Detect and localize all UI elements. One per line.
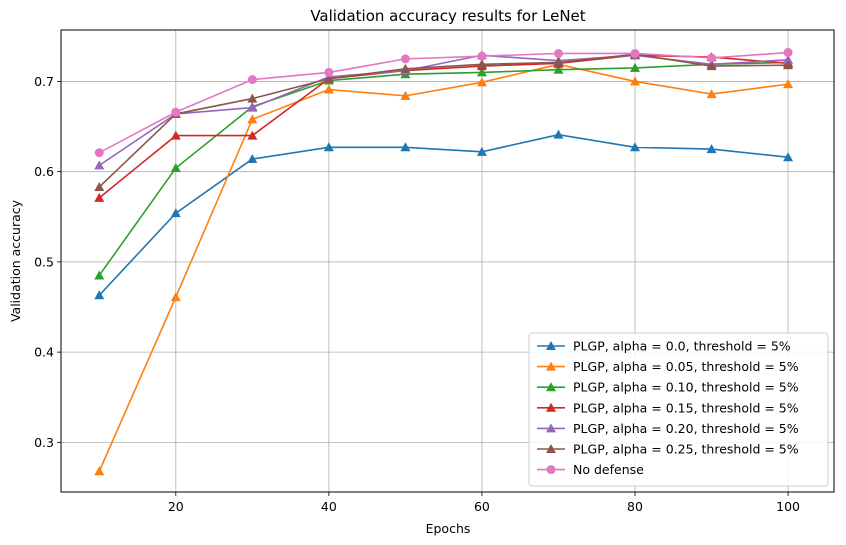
data-point bbox=[247, 75, 257, 85]
data-point bbox=[323, 73, 334, 83]
legend: PLGP, alpha = 0.0, threshold = 5% PLGP, a… bbox=[528, 332, 829, 487]
series-line bbox=[98, 133, 789, 296]
data-point bbox=[783, 152, 794, 162]
series-line bbox=[98, 63, 789, 472]
legend-marker bbox=[546, 444, 556, 453]
x-axis-label: Epochs bbox=[426, 521, 471, 536]
x-tick-label: 60 bbox=[474, 499, 490, 514]
data-point bbox=[706, 61, 717, 71]
data-point bbox=[324, 67, 334, 77]
data-point bbox=[94, 182, 105, 192]
data-point bbox=[247, 93, 258, 103]
data-point bbox=[553, 48, 563, 58]
data-point bbox=[94, 270, 105, 280]
legend-box bbox=[528, 332, 829, 487]
data-point bbox=[247, 154, 258, 164]
data-point bbox=[783, 54, 794, 64]
series-line bbox=[98, 53, 789, 188]
data-point bbox=[171, 107, 181, 117]
data-point bbox=[706, 144, 717, 154]
data-point bbox=[170, 130, 181, 140]
data-point bbox=[553, 64, 564, 74]
legend-label: PLGP, alpha = 0.0, threshold = 5% bbox=[573, 339, 791, 354]
legend-item: PLGP, alpha = 0.25, threshold = 5% bbox=[537, 442, 799, 457]
x-tick-label: 20 bbox=[168, 499, 184, 514]
data-point bbox=[630, 62, 641, 72]
data-point bbox=[630, 48, 640, 58]
data-point bbox=[783, 60, 794, 70]
legend-item: PLGP, alpha = 0.05, threshold = 5% bbox=[537, 359, 799, 374]
legend-marker bbox=[546, 423, 556, 433]
chart-title: Validation accuracy results for LeNet bbox=[310, 7, 585, 25]
data-point bbox=[476, 67, 487, 77]
x-tick-label: 40 bbox=[321, 499, 337, 514]
data-point bbox=[707, 53, 717, 63]
data-point bbox=[94, 160, 105, 170]
legend-marker bbox=[546, 361, 556, 371]
x-tick-label: 80 bbox=[627, 499, 643, 514]
legend-marker bbox=[546, 341, 556, 350]
data-point bbox=[400, 54, 410, 64]
legend-label: PLGP, alpha = 0.10, threshold = 5% bbox=[573, 380, 799, 395]
data-point bbox=[400, 142, 411, 152]
legend-item: PLGP, alpha = 0.20, threshold = 5% bbox=[537, 421, 799, 436]
series-6 bbox=[94, 48, 793, 158]
y-tick-label: 0.4 bbox=[34, 345, 54, 360]
series-layer bbox=[94, 48, 794, 476]
y-tick-label: 0.5 bbox=[34, 254, 54, 269]
data-point bbox=[476, 146, 487, 156]
series-0 bbox=[94, 129, 794, 300]
data-point bbox=[247, 130, 258, 140]
legend-marker bbox=[546, 382, 556, 392]
y-tick-label: 0.7 bbox=[34, 74, 54, 89]
data-point bbox=[247, 114, 258, 124]
legend-label: PLGP, alpha = 0.20, threshold = 5% bbox=[573, 421, 799, 436]
legend-label: PLGP, alpha = 0.05, threshold = 5% bbox=[573, 359, 799, 374]
data-point bbox=[323, 142, 334, 152]
data-point bbox=[94, 192, 105, 202]
data-point bbox=[170, 163, 181, 173]
data-point bbox=[94, 466, 105, 476]
series-line bbox=[98, 61, 789, 276]
legend-item: No defense bbox=[537, 462, 644, 477]
y-axis-label: Validation accuracy bbox=[8, 199, 23, 322]
data-point bbox=[476, 77, 487, 87]
data-point bbox=[553, 57, 564, 67]
data-point bbox=[630, 76, 641, 86]
data-point bbox=[553, 129, 564, 139]
legend-item: PLGP, alpha = 0.15, threshold = 5% bbox=[537, 400, 799, 415]
y-tick-label: 0.6 bbox=[34, 164, 54, 179]
data-point bbox=[400, 63, 411, 73]
y-tick-label: 0.3 bbox=[34, 435, 54, 450]
series-1 bbox=[94, 59, 794, 476]
data-point bbox=[94, 148, 104, 158]
data-point bbox=[706, 89, 717, 99]
legend-label: PLGP, alpha = 0.25, threshold = 5% bbox=[573, 442, 799, 457]
legend-label: No defense bbox=[573, 462, 644, 477]
series-line bbox=[98, 51, 789, 154]
axis-ticks: 20 40 60 80 100 0.3 0.4 0.5 0.6 0.7 bbox=[34, 74, 800, 514]
legend-label: PLGP, alpha = 0.15, threshold = 5% bbox=[573, 400, 799, 415]
data-point bbox=[630, 142, 641, 152]
legend-marker bbox=[546, 402, 556, 412]
data-point bbox=[400, 90, 411, 100]
data-point bbox=[170, 208, 181, 218]
data-point bbox=[783, 48, 793, 58]
data-point bbox=[476, 59, 487, 69]
data-point bbox=[94, 290, 105, 300]
data-point bbox=[170, 292, 181, 302]
data-point bbox=[247, 102, 258, 112]
plot-frame bbox=[60, 29, 835, 493]
legend-marker bbox=[546, 465, 556, 475]
legend-item: PLGP, alpha = 0.0, threshold = 5% bbox=[537, 339, 791, 354]
x-tick-label: 100 bbox=[776, 499, 800, 514]
data-point bbox=[783, 79, 794, 89]
data-point bbox=[323, 84, 334, 94]
legend-item: PLGP, alpha = 0.10, threshold = 5% bbox=[537, 380, 799, 395]
data-point bbox=[477, 51, 487, 61]
